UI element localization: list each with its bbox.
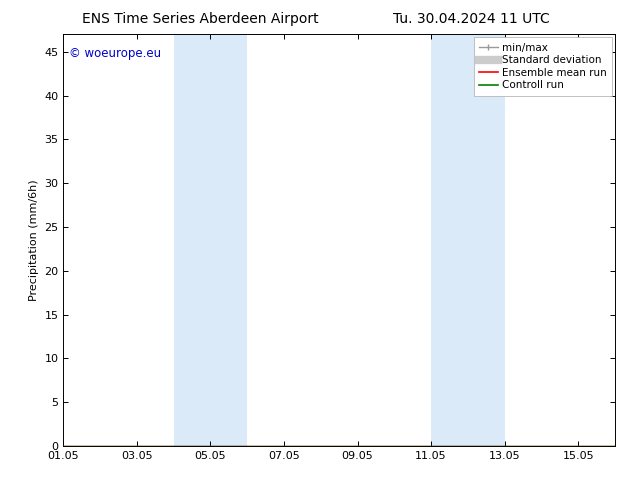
Text: ENS Time Series Aberdeen Airport: ENS Time Series Aberdeen Airport [82,12,319,26]
Text: © woeurope.eu: © woeurope.eu [69,47,161,60]
Y-axis label: Precipitation (mm/6h): Precipitation (mm/6h) [29,179,39,301]
Bar [431,34,505,446]
Bar [174,34,247,446]
Legend: min/max, Standard deviation, Ensemble mean run, Controll run: min/max, Standard deviation, Ensemble me… [474,37,612,96]
Text: Tu. 30.04.2024 11 UTC: Tu. 30.04.2024 11 UTC [393,12,550,26]
